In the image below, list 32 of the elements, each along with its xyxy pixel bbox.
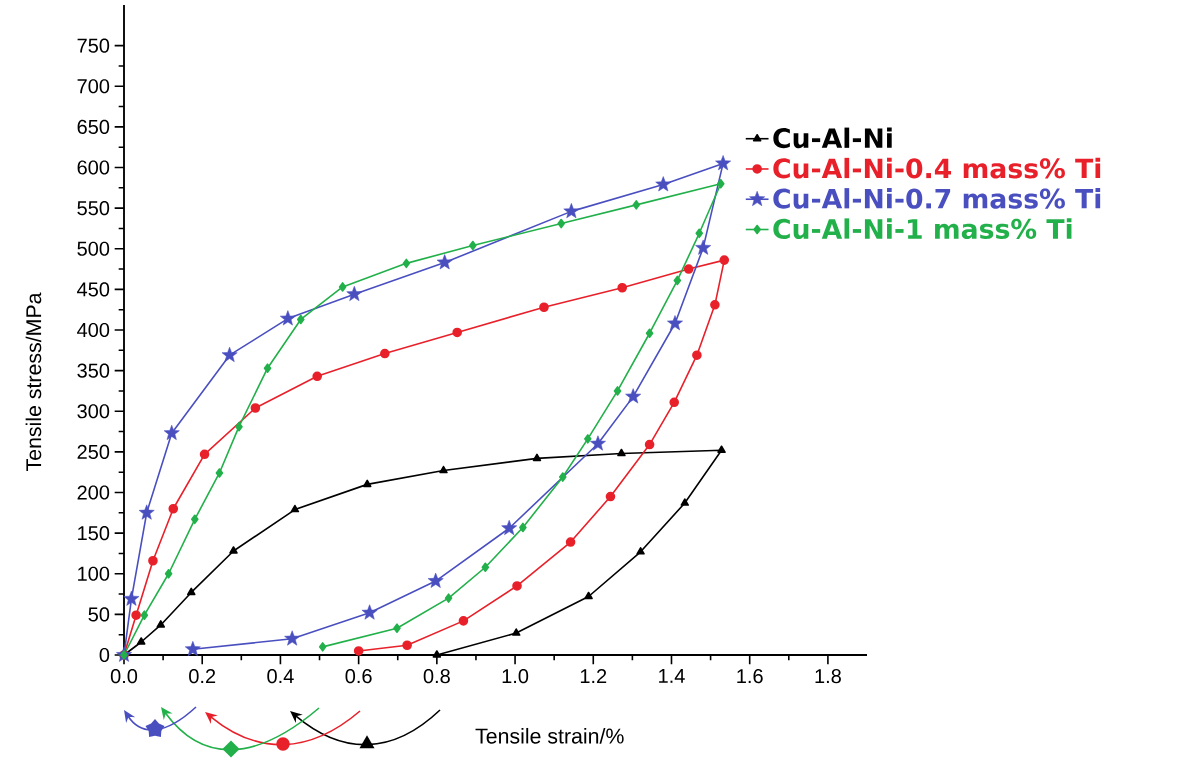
legend-label: Cu-Al-Ni-0.7 mass% Ti: [773, 188, 1101, 209]
y-tick-label: 200: [77, 485, 110, 500]
x-tick-label: 1.2: [580, 669, 607, 684]
x-tick-label: 1.0: [502, 669, 529, 684]
legend-label: Cu-Al-Ni-0.4 mass% Ti: [773, 157, 1101, 179]
x-tick-label: 0.6: [345, 669, 372, 684]
y-tick-label: 150: [78, 526, 110, 541]
x-tick-label: 1.6: [737, 669, 763, 684]
legend-label: Cu-Al-Ni: [773, 127, 892, 149]
y-tick-label: 250: [77, 444, 110, 459]
y-axis-title: Tensile stress/MPa: [25, 292, 42, 472]
y-tick-label: 600: [77, 160, 110, 175]
x-tick-label: 0.4: [267, 669, 294, 684]
y-tick-label: 450: [77, 282, 110, 297]
y-tick-label: 350: [77, 363, 110, 378]
y-tick-label: 650: [77, 119, 110, 134]
x-tick-label: 0.2: [189, 669, 216, 684]
y-tick-label: 550: [77, 201, 110, 216]
x-tick-label: 1.4: [659, 669, 685, 683]
y-tick-label: 750: [77, 38, 110, 53]
legend-label: Cu-Al-Ni-1 mass% Ti: [773, 218, 1072, 240]
y-tick-label: 700: [77, 79, 110, 94]
y-tick-label: 50: [88, 607, 110, 622]
y-tick-label: 300: [77, 404, 110, 419]
y-tick-label: 0: [99, 647, 110, 663]
x-axis-title: Tensile strain/%: [475, 727, 624, 744]
x-tick-label: 0.8: [423, 669, 450, 684]
y-tick-label: 500: [77, 241, 110, 256]
x-tick-label: 0.0: [110, 669, 138, 684]
y-tick-label: 400: [77, 322, 110, 338]
x-tick-label: 1.8: [815, 669, 841, 684]
y-tick-label: 100: [78, 566, 110, 581]
